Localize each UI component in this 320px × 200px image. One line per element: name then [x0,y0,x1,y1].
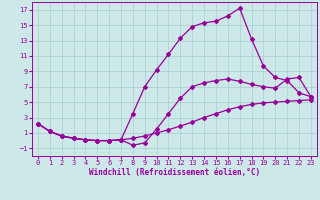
X-axis label: Windchill (Refroidissement éolien,°C): Windchill (Refroidissement éolien,°C) [89,168,260,177]
